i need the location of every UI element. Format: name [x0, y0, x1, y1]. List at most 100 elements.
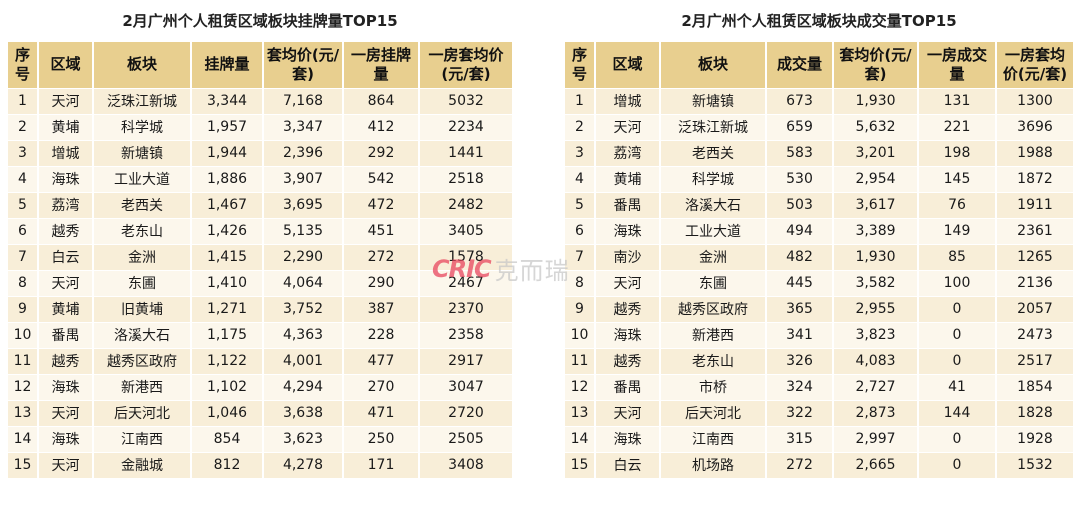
- table-cell: 12: [8, 374, 39, 400]
- column-header: 一房挂牌量: [343, 42, 420, 88]
- table-cell: 1828: [996, 400, 1073, 426]
- table-cell: 4,083: [833, 348, 919, 374]
- table-cell: 海珠: [595, 218, 661, 244]
- table-row: 15 白云 机场路 272 2,665 0 1532: [565, 452, 1073, 478]
- table-cell: 8: [565, 270, 596, 296]
- listing-body: 1 天河 泛珠江新城 3,344 7,168 864 5032 2 黄埔 科学城 1,957 3,34…: [8, 88, 512, 478]
- table-row: 5 荔湾 老西关 1,467 3,695 472 2482: [8, 192, 512, 218]
- table-cell: 黄埔: [595, 166, 661, 192]
- table-cell: 番禺: [595, 374, 661, 400]
- table-row: 15 天河 金融城 812 4,278 171 3408: [8, 452, 512, 478]
- table-cell: 12: [565, 374, 596, 400]
- table-cell: 越秀: [595, 348, 661, 374]
- table-cell: 2,873: [833, 400, 919, 426]
- column-header: 成交量: [766, 42, 834, 88]
- table-row: 8 天河 东圃 1,410 4,064 290 2467: [8, 270, 512, 296]
- table-cell: 15: [8, 452, 39, 478]
- table-cell: 老西关: [660, 140, 767, 166]
- table-cell: 3: [565, 140, 596, 166]
- table-cell: 黄埔: [38, 114, 94, 140]
- table-cell: 天河: [595, 114, 661, 140]
- table-cell: 2473: [996, 322, 1073, 348]
- table-cell: 1532: [996, 452, 1073, 478]
- table-cell: 2234: [419, 114, 512, 140]
- table-cell: 新塘镇: [660, 88, 767, 114]
- table-row: 8 天河 东圃 445 3,582 100 2136: [565, 270, 1073, 296]
- table-cell: 1,410: [191, 270, 264, 296]
- table-cell: 131: [918, 88, 997, 114]
- table-cell: 472: [343, 192, 420, 218]
- table-row: 6 海珠 工业大道 494 3,389 149 2361: [565, 218, 1073, 244]
- table-row: 3 荔湾 老西关 583 3,201 198 1988: [565, 140, 1073, 166]
- table-cell: 5: [565, 192, 596, 218]
- table-cell: 海珠: [38, 426, 94, 452]
- table-cell: 290: [343, 270, 420, 296]
- table-row: 1 天河 泛珠江新城 3,344 7,168 864 5032: [8, 88, 512, 114]
- table-cell: 412: [343, 114, 420, 140]
- table-cell: 1578: [419, 244, 512, 270]
- table-cell: 天河: [595, 400, 661, 426]
- table-cell: 0: [918, 296, 997, 322]
- table-cell: 1441: [419, 140, 512, 166]
- table-row: 7 南沙 金洲 482 1,930 85 1265: [565, 244, 1073, 270]
- table-cell: 1,957: [191, 114, 264, 140]
- table-cell: 13: [8, 400, 39, 426]
- table-cell: 1,415: [191, 244, 264, 270]
- column-header: 区域: [595, 42, 661, 88]
- column-header: 序号: [565, 42, 596, 88]
- table-cell: 2: [565, 114, 596, 140]
- table-cell: 东圃: [93, 270, 192, 296]
- column-header: 一房套均价(元/套): [419, 42, 512, 88]
- table-row: 14 海珠 江南西 315 2,997 0 1928: [565, 426, 1073, 452]
- table-cell: 泛珠江新城: [660, 114, 767, 140]
- table-cell: 3,617: [833, 192, 919, 218]
- listing-table: 序号 区域 板块 挂牌量 套均价(元/套) 一房挂牌量 一房套均价(元/套) 1 天河 泛珠江新…: [8, 42, 512, 478]
- listing-header-row: 序号 区域 板块 挂牌量 套均价(元/套) 一房挂牌量 一房套均价(元/套): [8, 42, 512, 88]
- table-row: 2 天河 泛珠江新城 659 5,632 221 3696: [565, 114, 1073, 140]
- column-header: 区域: [38, 42, 94, 88]
- table-cell: 1,102: [191, 374, 264, 400]
- table-cell: 100: [918, 270, 997, 296]
- table-row: 1 增城 新塘镇 673 1,930 131 1300: [565, 88, 1073, 114]
- table-cell: 1265: [996, 244, 1073, 270]
- table-row: 10 海珠 新港西 341 3,823 0 2473: [565, 322, 1073, 348]
- table-cell: 1300: [996, 88, 1073, 114]
- table-cell: 14: [565, 426, 596, 452]
- table-cell: 477: [343, 348, 420, 374]
- table-cell: 1,046: [191, 400, 264, 426]
- table-cell: 2,955: [833, 296, 919, 322]
- column-header: 板块: [93, 42, 192, 88]
- table-cell: 天河: [595, 270, 661, 296]
- table-cell: 3,638: [263, 400, 344, 426]
- table-cell: 2,665: [833, 452, 919, 478]
- table-cell: 6: [8, 218, 39, 244]
- table-cell: 机场路: [660, 452, 767, 478]
- table-cell: 3047: [419, 374, 512, 400]
- table-cell: 4,064: [263, 270, 344, 296]
- table-cell: 11: [8, 348, 39, 374]
- table-cell: 科学城: [93, 114, 192, 140]
- table-cell: 0: [918, 322, 997, 348]
- table-cell: 471: [343, 400, 420, 426]
- table-cell: 673: [766, 88, 834, 114]
- table-cell: 增城: [595, 88, 661, 114]
- table-cell: 科学城: [660, 166, 767, 192]
- table-cell: 4,278: [263, 452, 344, 478]
- deal-table: 序号 区域 板块 成交量 套均价(元/套) 一房成交量 一房套均价(元/套) 1 增城 新塘镇 6…: [565, 42, 1073, 478]
- table-cell: 市桥: [660, 374, 767, 400]
- table-cell: 3,752: [263, 296, 344, 322]
- table-cell: 8: [8, 270, 39, 296]
- table-cell: 1,930: [833, 244, 919, 270]
- table-cell: 越秀: [595, 296, 661, 322]
- table-row: 7 白云 金洲 1,415 2,290 272 1578: [8, 244, 512, 270]
- table-cell: 洛溪大石: [93, 322, 192, 348]
- table-cell: 6: [565, 218, 596, 244]
- table-cell: 1911: [996, 192, 1073, 218]
- table-cell: 3405: [419, 218, 512, 244]
- table-cell: 1,930: [833, 88, 919, 114]
- table-cell: 41: [918, 374, 997, 400]
- table-row: 3 增城 新塘镇 1,944 2,396 292 1441: [8, 140, 512, 166]
- table-cell: 1,886: [191, 166, 264, 192]
- table-cell: 864: [343, 88, 420, 114]
- table-cell: 2057: [996, 296, 1073, 322]
